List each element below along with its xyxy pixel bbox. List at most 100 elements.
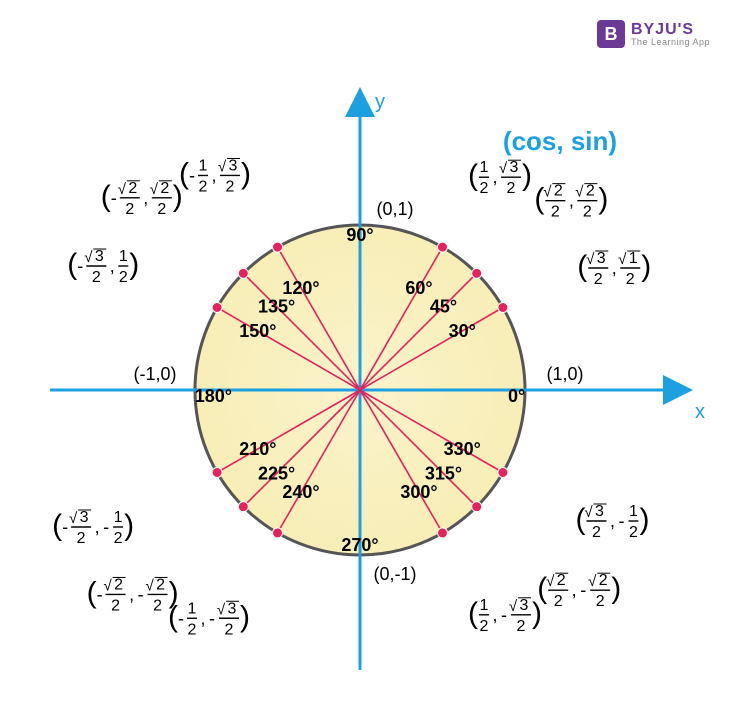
- svg-text:1: 1: [480, 597, 489, 614]
- svg-text:): ): [522, 159, 532, 192]
- svg-text:): ): [173, 180, 183, 213]
- svg-text:-: -: [111, 188, 117, 208]
- point-45: [472, 268, 482, 278]
- coord-top: (0,1): [376, 199, 413, 219]
- svg-text:2: 2: [586, 183, 595, 200]
- svg-text:3: 3: [95, 248, 104, 265]
- point-30: [498, 303, 508, 313]
- degree-label-120: 120°: [282, 278, 319, 298]
- svg-text:2: 2: [554, 183, 563, 200]
- svg-text:√: √: [588, 573, 597, 590]
- point-135: [238, 268, 248, 278]
- svg-text:-: -: [619, 511, 625, 531]
- svg-text:2: 2: [114, 576, 123, 593]
- svg-text:2: 2: [199, 178, 208, 195]
- degree-label-60: 60°: [405, 278, 432, 298]
- svg-text:-: -: [77, 256, 83, 276]
- degree-label-210: 210°: [239, 439, 276, 459]
- svg-text:3: 3: [510, 159, 519, 176]
- svg-text:√: √: [584, 504, 593, 521]
- svg-text:2: 2: [599, 572, 608, 589]
- svg-text:√: √: [618, 251, 627, 268]
- svg-text:,: ,: [110, 256, 115, 276]
- point-60: [438, 242, 448, 252]
- unit-circle-diagram: 0°30°45°60°90°120°135°150°180°210°225°24…: [0, 60, 750, 700]
- svg-text:): ): [241, 157, 251, 190]
- coord-label-240: (-12,-3√2): [168, 600, 250, 638]
- coord-label-300: (12,-3√2): [468, 597, 542, 635]
- svg-text:-: -: [97, 584, 103, 604]
- cos-sin-label: (cos, sin): [503, 126, 617, 156]
- svg-text:√: √: [509, 598, 518, 615]
- svg-text:√: √: [546, 573, 555, 590]
- svg-text:1: 1: [188, 600, 197, 617]
- svg-text:2: 2: [557, 572, 566, 589]
- svg-text:2: 2: [111, 597, 120, 614]
- svg-text:√: √: [499, 160, 508, 177]
- svg-text:3: 3: [80, 509, 89, 526]
- svg-text:2: 2: [226, 178, 235, 195]
- degree-label-150: 150°: [239, 321, 276, 341]
- brand-tagline: The Learning App: [631, 38, 710, 47]
- svg-text:√: √: [543, 184, 552, 201]
- degree-label-330: 330°: [444, 439, 481, 459]
- degree-label-180: 180°: [195, 386, 232, 406]
- coord-label-150: (-3√2,12): [67, 248, 139, 286]
- svg-text:√: √: [103, 577, 112, 594]
- coord-label-330: (3√2,-12): [576, 503, 650, 541]
- svg-text:,: ,: [610, 511, 615, 531]
- svg-text:√: √: [145, 577, 154, 594]
- coord-label-210: (-3√2,-12): [52, 509, 134, 547]
- brand-badge: B: [597, 20, 625, 48]
- coord-bottom: (0,-1): [373, 564, 416, 584]
- svg-text:2: 2: [594, 271, 603, 288]
- svg-text:1: 1: [629, 503, 638, 520]
- degree-label-45: 45°: [430, 297, 457, 317]
- x-axis-label: x: [695, 401, 705, 423]
- svg-text:,: ,: [492, 167, 497, 187]
- coord-label-135: (-2√2,2√2): [101, 180, 183, 218]
- degree-label-270: 270°: [341, 535, 378, 555]
- degree-label-135: 135°: [258, 297, 295, 317]
- coord-label-30: (3√2,1√2): [577, 250, 651, 288]
- svg-text:2: 2: [583, 204, 592, 221]
- svg-text:2: 2: [517, 618, 526, 635]
- svg-text:2: 2: [92, 269, 101, 286]
- svg-text:√: √: [69, 510, 78, 527]
- svg-text:,: ,: [572, 580, 577, 600]
- svg-text:1: 1: [119, 248, 128, 265]
- point-240: [273, 528, 283, 538]
- svg-text:2: 2: [480, 180, 489, 197]
- point-225: [238, 502, 248, 512]
- coord-label-60: (12,3√2): [468, 159, 532, 197]
- svg-text:-: -: [209, 608, 215, 628]
- svg-text:(: (: [468, 597, 478, 630]
- degree-label-240: 240°: [282, 482, 319, 502]
- svg-text:√: √: [586, 251, 595, 268]
- svg-text:(: (: [101, 180, 111, 213]
- y-axis-label: y: [375, 91, 385, 113]
- svg-text:2: 2: [188, 621, 197, 638]
- degree-label-30: 30°: [449, 321, 476, 341]
- svg-text:√: √: [575, 184, 584, 201]
- svg-text:,: ,: [143, 188, 148, 208]
- svg-text:2: 2: [629, 524, 638, 541]
- svg-text:): ): [598, 183, 608, 216]
- coord-label-315: (2√2,-2√2): [537, 572, 621, 610]
- degree-label-300: 300°: [400, 482, 437, 502]
- svg-text:-: -: [138, 584, 144, 604]
- svg-text:1: 1: [629, 250, 638, 267]
- point-330: [498, 468, 508, 478]
- degree-label-315: 315°: [425, 463, 462, 483]
- svg-text:2: 2: [626, 271, 635, 288]
- svg-text:√: √: [217, 601, 226, 618]
- svg-text:,: ,: [569, 191, 574, 211]
- svg-text:): ): [641, 250, 651, 283]
- svg-text:2: 2: [554, 593, 563, 610]
- point-300: [438, 528, 448, 538]
- point-150: [212, 303, 222, 313]
- svg-text:,: ,: [129, 584, 134, 604]
- svg-text:,: ,: [211, 165, 216, 185]
- svg-text:-: -: [62, 517, 68, 537]
- degree-label-90: 90°: [346, 225, 373, 245]
